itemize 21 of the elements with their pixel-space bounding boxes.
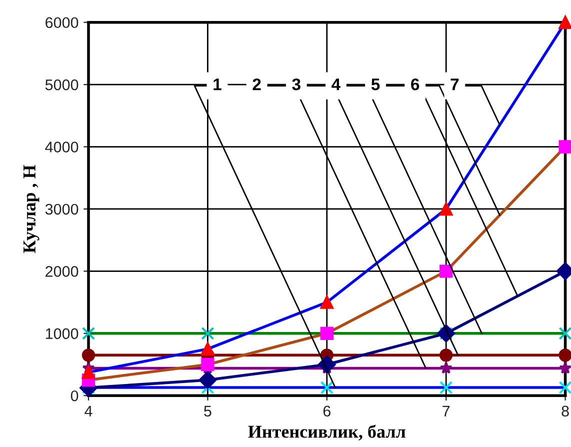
annotation: 4 (332, 78, 340, 90)
annotation: 1 (214, 78, 222, 90)
y-axis-title: Кучлар , Н (24, 164, 40, 253)
y-tick-label: 2000 (46, 266, 78, 277)
x-tick-label: 6 (323, 406, 330, 417)
y-tick-label: 3000 (45, 204, 78, 215)
x-tick-label: 4 (84, 406, 92, 416)
annotation: 6 (411, 78, 420, 90)
annotation: 7 (450, 78, 459, 90)
y-tick-label: 6000 (46, 17, 78, 28)
annotation: 5 (371, 78, 380, 90)
x-tick-label: 5 (204, 406, 212, 417)
y-tick-label: 4000 (45, 142, 78, 152)
annotation: 2 (252, 78, 261, 90)
x-tick-label: 7 (442, 406, 450, 416)
x-tick-label: 8 (562, 406, 569, 417)
x-axis-title: Интенсивлик, балл (248, 424, 406, 440)
y-tick-label: 1000 (46, 328, 78, 340)
annotation: 3 (292, 78, 300, 90)
y-tick-label: 0 (70, 390, 78, 402)
y-tick-label: 5000 (45, 79, 78, 90)
